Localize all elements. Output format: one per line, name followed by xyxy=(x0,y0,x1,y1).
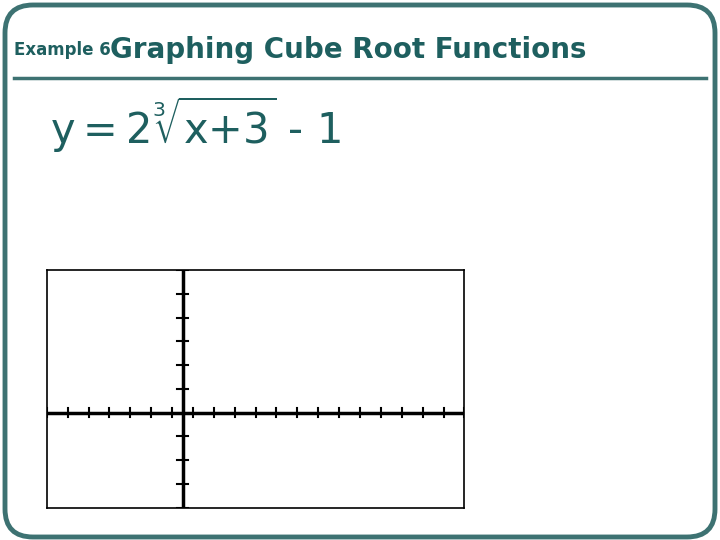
Text: Graphing Cube Root Functions: Graphing Cube Root Functions xyxy=(110,36,587,64)
Text: $\mathsf{y = 2\sqrt[3]{x{+}3}\ \text{-}\ 1}$: $\mathsf{y = 2\sqrt[3]{x{+}3}\ \text{-}\… xyxy=(50,94,341,156)
Text: Example 6: Example 6 xyxy=(14,41,111,59)
FancyBboxPatch shape xyxy=(5,5,715,537)
